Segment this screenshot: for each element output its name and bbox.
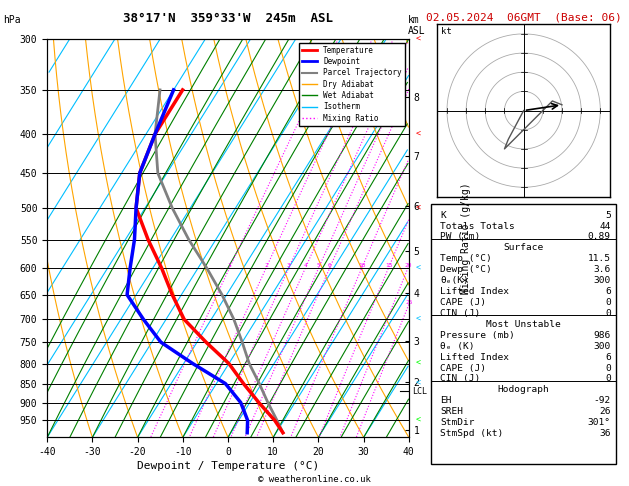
Legend: Temperature, Dewpoint, Parcel Trajectory, Dry Adiabat, Wet Adiabat, Isotherm, Mi: Temperature, Dewpoint, Parcel Trajectory… — [299, 43, 405, 125]
Text: Surface: Surface — [504, 243, 543, 252]
X-axis label: Dewpoint / Temperature (°C): Dewpoint / Temperature (°C) — [137, 461, 319, 471]
Text: <: < — [415, 359, 420, 368]
Text: StmSpd (kt): StmSpd (kt) — [440, 429, 503, 438]
Text: Temp (°C): Temp (°C) — [440, 254, 492, 263]
Text: hPa: hPa — [3, 15, 21, 25]
Text: 300: 300 — [594, 276, 611, 285]
Text: 36: 36 — [599, 429, 611, 438]
Text: 2: 2 — [264, 263, 268, 268]
Text: 1: 1 — [228, 263, 231, 268]
Text: 5: 5 — [317, 263, 321, 268]
Text: <: < — [415, 264, 420, 273]
Text: 25: 25 — [405, 299, 413, 305]
Text: km
ASL: km ASL — [408, 15, 425, 36]
Text: 11.5: 11.5 — [588, 254, 611, 263]
Text: LCL: LCL — [413, 387, 428, 396]
Text: CAPE (J): CAPE (J) — [440, 298, 486, 307]
Text: 0: 0 — [605, 309, 611, 318]
Text: 0: 0 — [605, 364, 611, 372]
Text: 301°: 301° — [588, 418, 611, 427]
Text: <: < — [415, 379, 420, 388]
Y-axis label: Mixing Ratio (g/kg): Mixing Ratio (g/kg) — [461, 182, 471, 294]
Text: θₑ (K): θₑ (K) — [440, 342, 475, 351]
Text: 300: 300 — [594, 342, 611, 351]
Text: θₑ(K): θₑ(K) — [440, 276, 469, 285]
Text: 0.89: 0.89 — [588, 232, 611, 242]
Text: 6: 6 — [605, 287, 611, 296]
Text: Hodograph: Hodograph — [498, 385, 550, 394]
Text: Lifted Index: Lifted Index — [440, 352, 509, 362]
Text: Most Unstable: Most Unstable — [486, 320, 561, 329]
Text: 5: 5 — [605, 210, 611, 220]
Text: -92: -92 — [594, 396, 611, 405]
Text: Totals Totals: Totals Totals — [440, 222, 515, 230]
Text: 6: 6 — [605, 352, 611, 362]
Text: 986: 986 — [594, 331, 611, 340]
Text: K: K — [440, 210, 446, 220]
Text: SREH: SREH — [440, 407, 463, 416]
Text: <: < — [415, 315, 420, 324]
Text: EH: EH — [440, 396, 452, 405]
Text: <: < — [415, 204, 420, 212]
Text: CIN (J): CIN (J) — [440, 309, 481, 318]
Text: <: < — [415, 35, 420, 43]
Text: PW (cm): PW (cm) — [440, 232, 481, 242]
Text: 20: 20 — [404, 263, 412, 268]
Text: StmDir: StmDir — [440, 418, 475, 427]
Text: <: < — [415, 416, 420, 425]
Text: 02.05.2024  06GMT  (Base: 06): 02.05.2024 06GMT (Base: 06) — [426, 12, 621, 22]
Text: 15: 15 — [385, 263, 392, 268]
Text: Lifted Index: Lifted Index — [440, 287, 509, 296]
Text: Dewp (°C): Dewp (°C) — [440, 265, 492, 274]
Text: 0: 0 — [605, 298, 611, 307]
Text: 10: 10 — [358, 263, 365, 268]
Text: CIN (J): CIN (J) — [440, 374, 481, 383]
Text: 0: 0 — [605, 374, 611, 383]
Text: 38°17'N  359°33'W  245m  ASL: 38°17'N 359°33'W 245m ASL — [123, 12, 333, 25]
Text: 6: 6 — [328, 263, 331, 268]
Text: CAPE (J): CAPE (J) — [440, 364, 486, 372]
Text: Pressure (mb): Pressure (mb) — [440, 331, 515, 340]
Text: kt: kt — [441, 27, 452, 36]
Text: 4: 4 — [304, 263, 308, 268]
Text: 44: 44 — [599, 222, 611, 230]
Text: 26: 26 — [599, 407, 611, 416]
Text: 3: 3 — [287, 263, 291, 268]
Text: 3.6: 3.6 — [594, 265, 611, 274]
Text: <: < — [415, 130, 420, 139]
Text: © weatheronline.co.uk: © weatheronline.co.uk — [258, 474, 371, 484]
